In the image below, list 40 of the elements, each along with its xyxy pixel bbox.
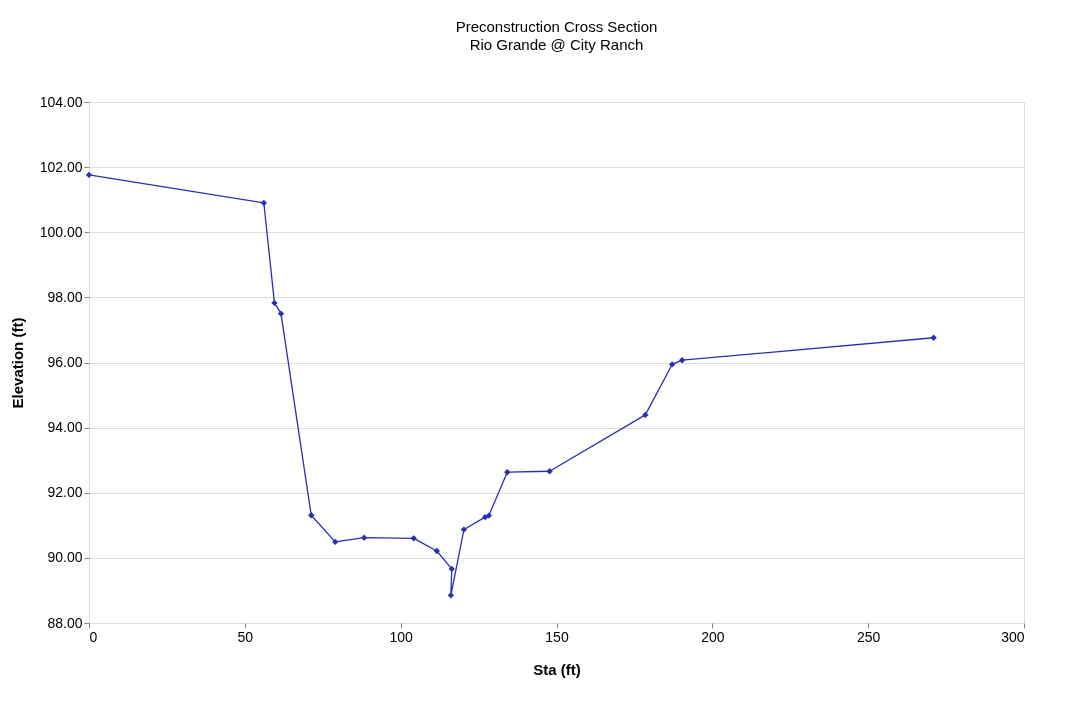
point [504, 469, 511, 476]
point [678, 357, 686, 364]
point [447, 592, 455, 599]
chart-subtitle: Rio Grande @ City Ranch [469, 36, 644, 53]
x-tick-label: 100 [389, 628, 414, 645]
point [481, 514, 489, 521]
point [546, 468, 553, 475]
y-axis-title: Elevation (ft) [8, 317, 26, 409]
point [930, 334, 937, 341]
x-tick-label: 300 [1001, 628, 1025, 645]
x-tick-label: 150 [545, 628, 569, 645]
y-tick-label: 98.00 [47, 288, 83, 305]
point [332, 538, 339, 546]
point [271, 299, 278, 307]
x-tick-label: 200 [701, 628, 725, 645]
x-tick-label: 50 [237, 628, 254, 645]
y-tick-label: 102.00 [39, 158, 83, 175]
chart-title: Preconstruction Cross Section [455, 18, 658, 35]
point [277, 310, 285, 317]
y-tick-label: 100.00 [39, 223, 83, 240]
x-tick-label: 250 [856, 628, 881, 645]
point [308, 512, 315, 519]
x-axis-title: Sta (ft) [533, 660, 581, 678]
point [433, 547, 440, 555]
y-tick-label: 92.00 [47, 484, 83, 501]
point [448, 565, 455, 573]
x-tick-label: 0 [89, 628, 98, 645]
point [642, 411, 649, 419]
point [85, 171, 93, 179]
point [410, 535, 417, 542]
y-tick-label: 96.00 [47, 354, 83, 370]
y-tick-label: 104.00 [39, 93, 83, 110]
point [485, 512, 493, 519]
point [361, 534, 368, 541]
point [460, 526, 468, 533]
y-tick-label: 94.00 [47, 419, 83, 436]
point [260, 199, 268, 207]
point [668, 361, 676, 368]
y-tick-label: 90.00 [47, 549, 83, 566]
y-tick-label: 88.00 [47, 614, 83, 631]
